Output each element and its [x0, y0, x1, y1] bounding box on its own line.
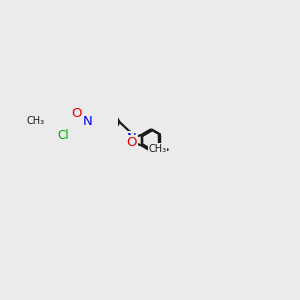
Text: Cl: Cl	[57, 129, 69, 142]
Text: N: N	[127, 132, 136, 145]
Text: O: O	[126, 136, 137, 149]
Text: CH₃: CH₃	[26, 116, 44, 126]
Text: CH₃: CH₃	[148, 144, 166, 154]
Text: N: N	[82, 116, 92, 128]
Text: H: H	[83, 114, 92, 124]
Text: O: O	[71, 107, 82, 120]
